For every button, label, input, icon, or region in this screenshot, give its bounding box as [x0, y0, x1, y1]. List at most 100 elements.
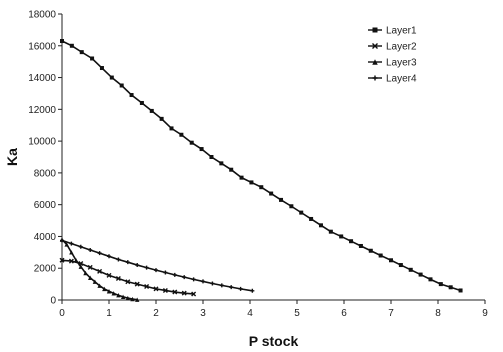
data-point — [64, 242, 69, 247]
data-point — [116, 293, 121, 298]
series-layer2 — [59, 257, 197, 297]
data-point — [172, 272, 177, 277]
data-point — [358, 243, 363, 248]
data-point — [97, 283, 102, 288]
data-point — [318, 223, 323, 228]
data-point — [199, 147, 204, 152]
data-point — [191, 277, 196, 282]
data-point — [181, 290, 187, 296]
x-tick-label: 4 — [247, 308, 253, 319]
data-point — [109, 75, 114, 80]
data-point — [389, 258, 393, 263]
data-point — [135, 297, 140, 302]
y-tick-label: 6000 — [34, 200, 57, 211]
series-layer3 — [59, 237, 140, 302]
data-point — [163, 270, 168, 275]
data-point — [69, 241, 74, 246]
data-point — [69, 250, 74, 255]
legend-marker — [372, 27, 378, 33]
data-point — [428, 277, 433, 282]
y-axis-label: Ka — [4, 148, 20, 166]
data-point — [60, 39, 64, 44]
data-point — [59, 257, 65, 263]
data-point — [378, 253, 383, 258]
data-point — [368, 248, 373, 253]
x-tick-label: 7 — [388, 308, 394, 319]
data-point — [438, 282, 443, 287]
data-point — [154, 268, 158, 273]
data-point — [229, 285, 234, 290]
data-point — [106, 272, 112, 278]
data-point — [172, 289, 178, 295]
data-point — [153, 286, 159, 292]
data-point — [125, 260, 130, 265]
series-layer1 — [60, 39, 463, 293]
data-point — [239, 175, 244, 180]
data-point — [88, 275, 93, 280]
y-tick-label: 10000 — [28, 137, 56, 148]
data-point — [68, 258, 74, 264]
data-point — [169, 126, 174, 131]
legend-label: Layer4 — [386, 74, 417, 85]
data-point — [115, 276, 121, 282]
data-point — [125, 279, 131, 285]
legend-label: Layer3 — [386, 58, 417, 69]
legend-marker — [372, 43, 378, 49]
legend-label: Layer1 — [386, 26, 417, 37]
data-point — [250, 288, 255, 293]
data-point — [73, 258, 79, 263]
x-tick-label: 0 — [59, 308, 65, 319]
series-layer4 — [60, 238, 255, 293]
data-point — [458, 288, 463, 293]
y-ticks: 0 2000 4000 6000 8000 10000 12000 14000 16000 180… — [28, 10, 62, 307]
data-point — [125, 295, 130, 301]
data-point — [78, 244, 83, 249]
data-point — [87, 264, 93, 270]
data-point — [106, 289, 112, 294]
data-point — [259, 185, 264, 190]
data-point — [328, 229, 333, 234]
data-point — [135, 263, 140, 268]
data-point — [83, 270, 88, 276]
data-point — [408, 267, 413, 272]
legend: Layer1 Layer2 Layer3 Layer4 — [368, 26, 417, 85]
data-point — [144, 265, 149, 270]
data-point — [349, 239, 354, 244]
data-point — [119, 83, 124, 88]
x-tick-label: 5 — [294, 308, 300, 319]
legend-item: Layer1 — [368, 26, 417, 37]
data-point — [219, 161, 224, 166]
data-point — [134, 281, 140, 287]
data-point — [79, 50, 84, 55]
data-point — [418, 272, 423, 277]
data-point — [209, 155, 214, 159]
data-point — [398, 263, 403, 268]
data-point — [78, 264, 83, 269]
y-tick-label: 12000 — [28, 105, 56, 116]
data-point — [97, 268, 103, 274]
x-tick-label: 9 — [482, 308, 488, 319]
y-tick-label: 18000 — [28, 10, 56, 21]
y-tick-label: 0 — [50, 296, 56, 307]
data-point — [88, 247, 93, 252]
x-tick-label: 2 — [153, 308, 159, 319]
data-point — [201, 279, 205, 284]
data-point — [339, 234, 344, 239]
data-point — [97, 251, 102, 256]
data-point — [309, 216, 314, 221]
data-point — [120, 294, 126, 300]
data-point — [159, 116, 164, 121]
data-point — [238, 286, 243, 291]
data-point — [130, 296, 135, 302]
data-point — [107, 254, 111, 259]
legend-item: Layer4 — [368, 74, 417, 85]
x-ticks: 0 1 2 3 4 5 6 7 8 9 — [59, 300, 488, 319]
y-tick-label: 16000 — [28, 41, 56, 52]
data-point — [69, 43, 74, 48]
data-point — [60, 238, 64, 243]
x-tick-label: 3 — [200, 308, 206, 319]
data-point — [189, 140, 194, 145]
data-point — [289, 204, 294, 209]
data-point — [92, 279, 98, 284]
